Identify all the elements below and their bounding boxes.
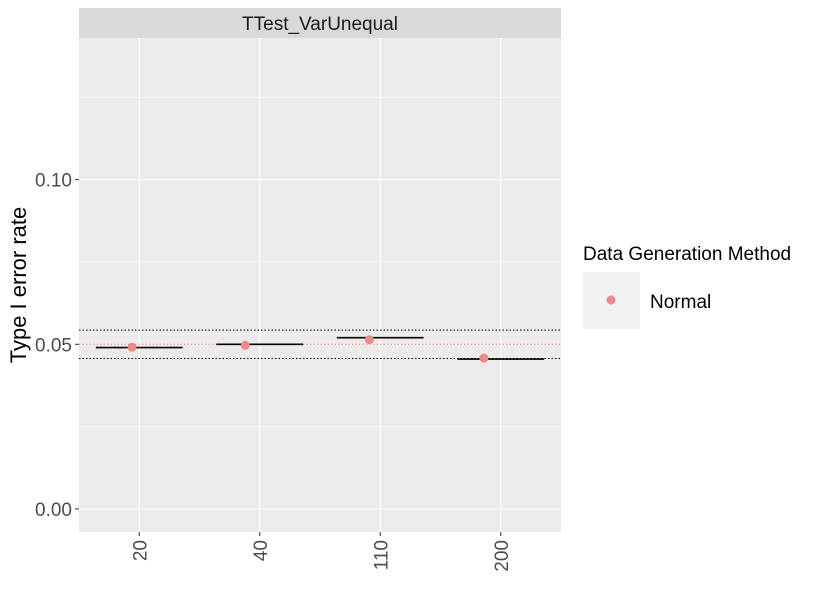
y-tick-label: 0.10	[35, 171, 72, 192]
data-points	[127, 335, 489, 363]
grid	[79, 38, 561, 532]
legend-title: Data Generation Method	[583, 244, 791, 265]
x-tick-label: 110	[371, 540, 392, 570]
y-tick-label: 0.05	[35, 335, 72, 356]
segments	[95, 336, 545, 360]
legend: Data Generation Method Normal	[583, 244, 791, 329]
x-tick-label: 40	[251, 540, 272, 561]
data-point	[479, 353, 489, 363]
x-tick-label: 20	[130, 540, 151, 561]
x-axis: 20 40 110 200	[130, 532, 513, 572]
data-point	[127, 342, 137, 352]
x-tick-label: 200	[492, 540, 513, 572]
facet-title: TTest_VarUnequal	[242, 14, 398, 35]
plot-panel	[79, 38, 561, 532]
data-point	[364, 335, 374, 345]
y-axis: 0.00 0.05 0.10	[35, 171, 79, 521]
data-point	[240, 340, 250, 350]
facet-strip	[79, 8, 561, 38]
legend-label-normal: Normal	[650, 292, 711, 313]
y-tick-label: 0.00	[35, 500, 72, 521]
legend-key-point	[606, 295, 616, 305]
y-axis-title: Type I error rate	[6, 207, 31, 364]
